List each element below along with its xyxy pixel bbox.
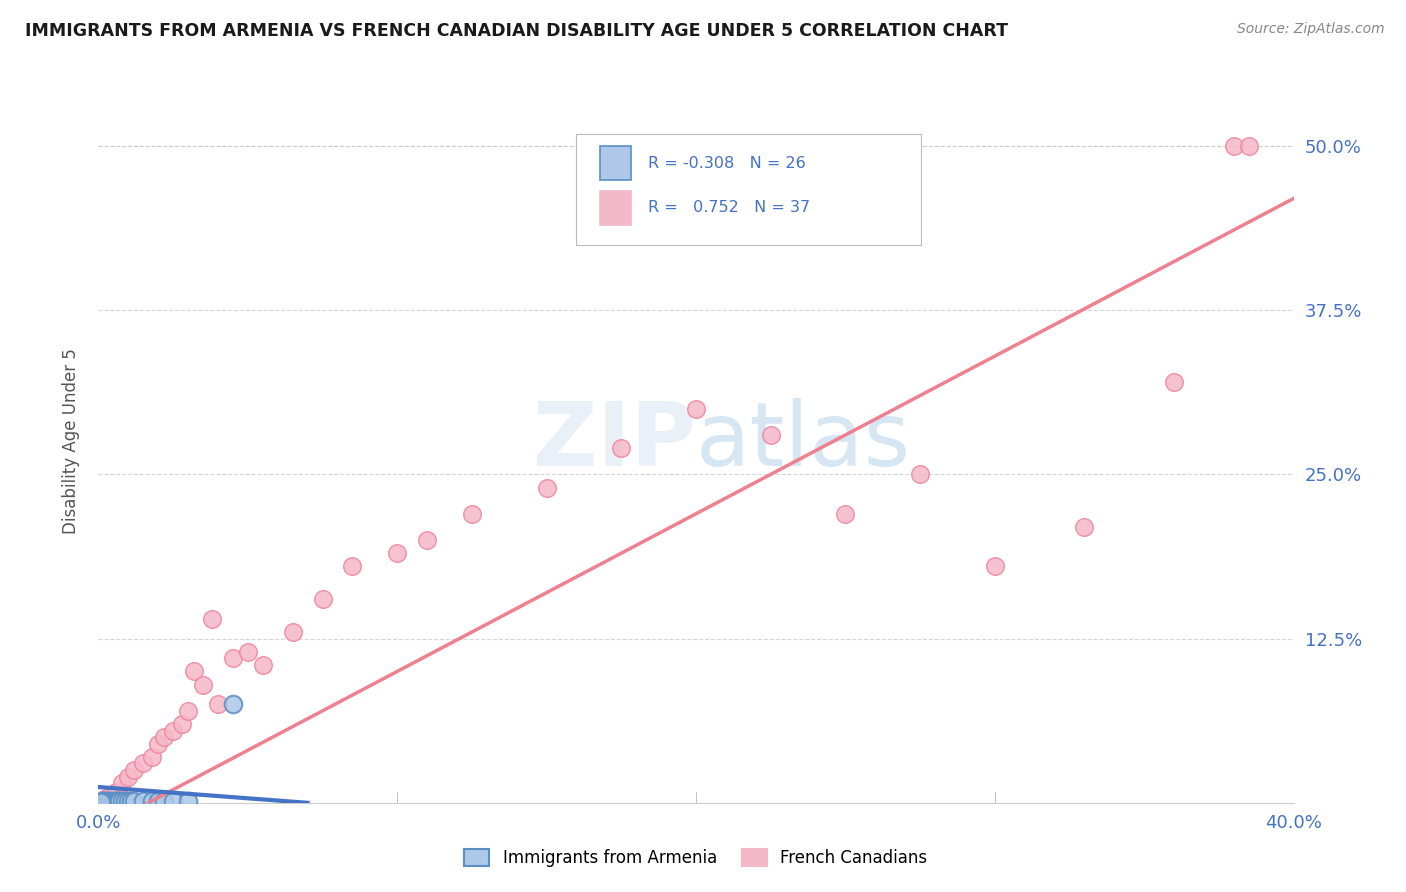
Point (536, 481, 558, 495)
Point (191, 677, 214, 691)
Point (90, 795, 112, 809)
Text: IMMIGRANTS FROM ARMENIA VS FRENCH CANADIAN DISABILITY AGE UNDER 5 CORRELATION CH: IMMIGRANTS FROM ARMENIA VS FRENCH CANADI… (25, 22, 1008, 40)
Point (108, 795, 131, 809)
Point (177, 704, 200, 718)
Point (117, 795, 139, 809)
Text: ZIP: ZIP (533, 398, 696, 485)
Point (1223, 139, 1246, 153)
Point (162, 723, 184, 738)
Point (148, 795, 170, 809)
Point (98, 794, 122, 808)
Point (111, 795, 134, 809)
Point (222, 651, 245, 665)
Text: R =   0.752   N = 37: R = 0.752 N = 37 (648, 201, 810, 215)
Point (416, 533, 439, 547)
Point (281, 625, 304, 640)
Point (385, 546, 409, 560)
Point (1073, 520, 1095, 534)
Point (105, 795, 128, 809)
Point (461, 507, 484, 521)
Point (342, 559, 364, 574)
Point (132, 756, 155, 771)
Point (685, 401, 707, 416)
Point (834, 507, 856, 521)
Point (153, 795, 176, 809)
Point (105, 785, 128, 799)
Point (162, 795, 184, 809)
Point (177, 795, 200, 809)
Point (610, 441, 633, 455)
Point (141, 749, 163, 764)
Point (908, 467, 931, 482)
Point (117, 770, 139, 784)
Point (311, 592, 333, 607)
Point (201, 612, 224, 626)
Point (759, 428, 782, 442)
Point (148, 737, 170, 751)
Point (1237, 139, 1260, 153)
Point (90, 795, 112, 809)
Point (252, 657, 274, 672)
Point (132, 795, 155, 809)
Point (111, 776, 134, 790)
Point (124, 795, 146, 809)
Point (183, 665, 205, 679)
Point (98, 789, 122, 804)
Point (96, 795, 118, 809)
Point (97, 795, 120, 809)
Point (104, 795, 127, 809)
Point (91, 795, 114, 809)
Point (222, 698, 245, 712)
Point (984, 559, 1007, 574)
Text: atlas: atlas (696, 398, 911, 485)
Text: R = -0.308   N = 26: R = -0.308 N = 26 (648, 156, 806, 170)
Legend: Immigrants from Armenia, French Canadians: Immigrants from Armenia, French Canadian… (458, 842, 934, 874)
Point (93, 792, 115, 806)
Point (236, 645, 259, 659)
Point (93, 795, 115, 809)
Point (120, 795, 142, 809)
Text: Source: ZipAtlas.com: Source: ZipAtlas.com (1237, 22, 1385, 37)
Point (103, 795, 125, 809)
Point (107, 795, 129, 809)
Point (1163, 376, 1185, 390)
Point (172, 717, 194, 731)
Point (89, 795, 111, 809)
Point (153, 730, 176, 744)
Point (124, 763, 146, 777)
Point (141, 795, 163, 809)
Y-axis label: Disability Age Under 5: Disability Age Under 5 (62, 349, 80, 534)
Point (207, 698, 229, 712)
Point (114, 795, 136, 809)
Point (94, 795, 117, 809)
